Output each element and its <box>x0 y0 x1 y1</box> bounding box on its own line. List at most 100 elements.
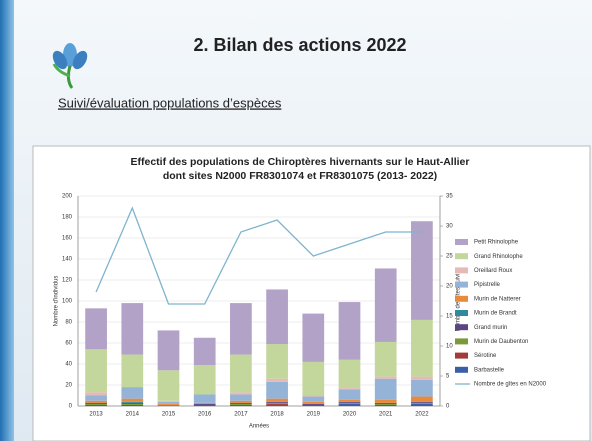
bar-segment <box>375 403 397 404</box>
x-tick-label: 2015 <box>162 412 176 418</box>
bar-segment <box>158 330 180 370</box>
y-tick-label: 120 <box>62 278 73 284</box>
bar-segment <box>194 365 216 394</box>
bar-segment <box>230 403 252 404</box>
bar-segment <box>121 404 143 405</box>
bar-segment <box>375 400 397 403</box>
legend-label: Oreillard Roux <box>474 268 512 274</box>
legend-swatch <box>455 367 468 373</box>
y-tick-label: 20 <box>65 383 72 389</box>
bar-segment <box>375 405 397 406</box>
bar-segment <box>411 320 433 377</box>
bar-segment <box>411 397 433 402</box>
legend-swatch <box>455 267 468 273</box>
y-axis-label: Nombre d'individus <box>54 276 60 327</box>
bar-segment <box>85 404 107 405</box>
bar-segment <box>230 405 252 406</box>
x-tick-label: 2014 <box>126 412 140 418</box>
x-tick-label: 2020 <box>343 412 357 418</box>
bar-segment <box>266 379 288 382</box>
y-tick-label: 140 <box>62 257 73 263</box>
bar-segment <box>158 402 180 404</box>
bar-segment <box>302 402 324 404</box>
y-tick-label: 60 <box>65 341 72 347</box>
bar-segment <box>266 399 288 402</box>
bar-segment <box>266 403 288 404</box>
bar-segment <box>230 404 252 405</box>
legend-swatch <box>455 338 468 344</box>
legend-label: Pipistrelle <box>474 282 501 288</box>
x-tick-label: 2017 <box>234 412 248 418</box>
bar-segment <box>302 362 324 396</box>
bar-segment <box>411 402 433 403</box>
bar-segment <box>194 394 216 402</box>
bar-segment <box>194 405 216 406</box>
slide-title: 2. Bilan des actions 2022 <box>193 35 406 55</box>
legend-swatch <box>455 353 468 359</box>
bar-segment <box>85 403 107 404</box>
bar-segment <box>121 399 143 402</box>
bar-segment <box>121 303 143 354</box>
bar-segment <box>339 389 361 400</box>
bar-segment <box>230 355 252 393</box>
bar-segment <box>121 402 143 403</box>
legend-label: Murin de Brandt <box>474 311 517 317</box>
x-tick-label: 2022 <box>415 412 429 418</box>
bar-segment <box>375 342 397 377</box>
bar-segment <box>230 392 252 394</box>
y-tick-label: 40 <box>65 362 72 368</box>
bar-segment <box>302 405 324 406</box>
bar-segment <box>158 404 180 405</box>
legend-swatch <box>455 282 468 288</box>
bar-segment <box>411 403 433 404</box>
bar-segment <box>121 355 143 388</box>
y2-tick-label: 35 <box>446 194 453 200</box>
y2-tick-label: 20 <box>446 284 453 290</box>
y2-tick-label: 15 <box>446 314 453 320</box>
bar-segment <box>302 404 324 405</box>
legend-swatch <box>455 253 468 259</box>
legend-label: Barbastelle <box>474 367 505 373</box>
x-tick-label: 2019 <box>307 412 321 418</box>
bar-segment <box>85 308 107 349</box>
bar-segment <box>266 405 288 406</box>
legend-label: Grand murin <box>474 325 507 331</box>
y-tick-label: 160 <box>62 236 73 242</box>
y2-tick-label: 30 <box>446 224 453 230</box>
legend-swatch <box>455 310 468 316</box>
bar-segment <box>339 360 361 388</box>
legend-label: Murin de Natterer <box>474 296 521 302</box>
bar-segment <box>194 403 216 404</box>
bar-segment <box>302 397 324 402</box>
bar-segment <box>85 392 107 395</box>
y2-tick-label: 10 <box>446 344 453 350</box>
bar-segment <box>85 396 107 401</box>
y-tick-label: 200 <box>62 194 73 200</box>
bar-segment <box>266 402 288 403</box>
legend-label: Nombre de gîtes en N2000 <box>474 382 547 388</box>
bar-segment <box>121 405 143 406</box>
x-axis-label: Années <box>249 424 269 430</box>
bar-segment <box>411 377 433 380</box>
y-tick-label: 80 <box>65 320 72 326</box>
legend-swatch <box>455 239 468 245</box>
bar-segment <box>266 344 288 379</box>
bar-segment <box>230 303 252 354</box>
bar-segment <box>339 388 361 389</box>
x-tick-label: 2018 <box>270 412 284 418</box>
chart-title: Effectif des populations de Chiroptères … <box>131 156 470 168</box>
bar-segment <box>85 405 107 406</box>
legend-label: Grand Rhinolophe <box>474 254 523 260</box>
bar-segment <box>411 380 433 397</box>
bar-segment <box>339 403 361 404</box>
bar-segment <box>375 404 397 405</box>
chart-title: dont sites N2000 FR8301074 et FR8301075 … <box>163 170 437 182</box>
bar-segment <box>230 401 252 403</box>
y-tick-label: 180 <box>62 215 73 221</box>
x-tick-label: 2016 <box>198 412 212 418</box>
bar-segment <box>85 349 107 392</box>
bar-segment <box>302 396 324 397</box>
legend-label: Murin de Daubenton <box>474 339 528 345</box>
bar-segment <box>266 382 288 399</box>
slide: 2. Bilan des actions 2022 Suivi/évaluati… <box>0 0 592 441</box>
